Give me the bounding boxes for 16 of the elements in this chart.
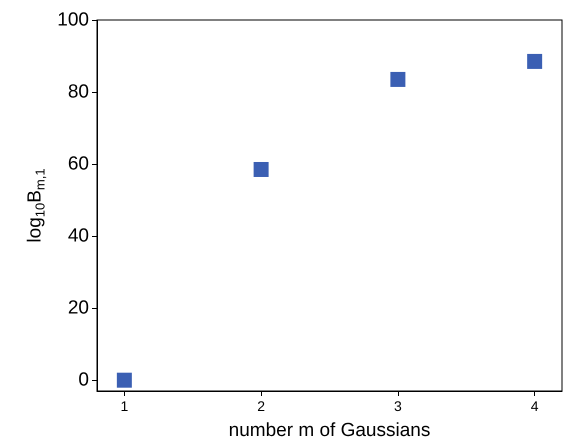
point — [527, 54, 542, 69]
y-axis-title: log10Bm,1 — [24, 168, 48, 243]
point — [254, 162, 269, 177]
y-tick-label: 80 — [68, 82, 89, 103]
x-tick-label: 1 — [120, 398, 128, 414]
point — [116, 372, 132, 388]
x-tick-label: 2 — [257, 398, 266, 414]
y-tick-label: 100 — [57, 10, 89, 30]
y-tick-label: 60 — [68, 154, 89, 175]
point — [390, 72, 406, 87]
y-tick-label: 0 — [78, 370, 89, 391]
y-tick-label: 40 — [68, 226, 89, 247]
x-tick-label: 4 — [530, 398, 539, 414]
x-tick-label: 3 — [394, 398, 402, 414]
x-axis-title: number m of Gaussians — [228, 420, 430, 441]
y-tick-label: 20 — [68, 298, 89, 319]
